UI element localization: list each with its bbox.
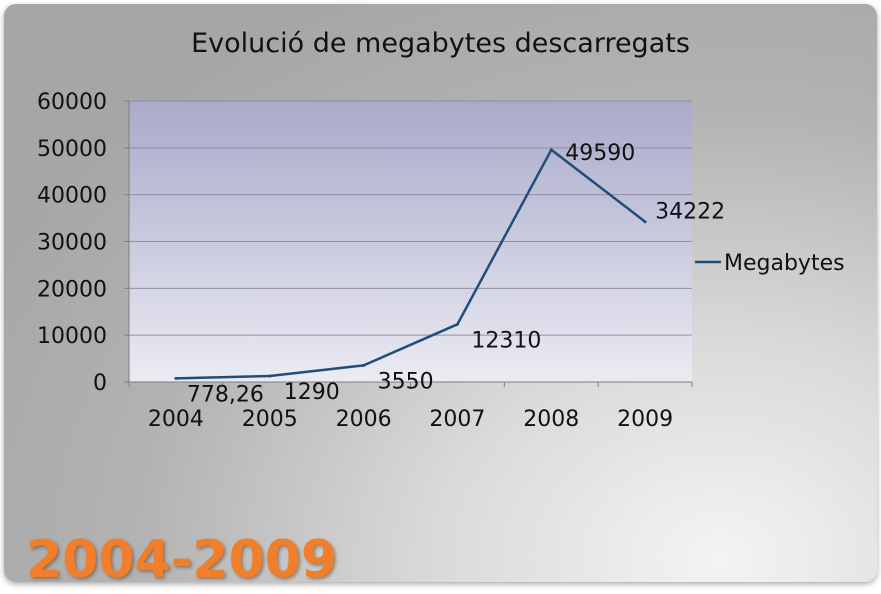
line-chart: 0 10000 20000 30000 40000 50000 60000 2004 2005 2…	[37, 90, 845, 432]
data-label: 12310	[471, 328, 541, 353]
data-point	[549, 148, 553, 152]
data-point	[268, 374, 272, 378]
data-point	[455, 322, 459, 326]
slide: Evolució de megabytes descarregats 0 1000…	[4, 4, 877, 582]
y-tick-label: 30000	[37, 231, 107, 256]
x-tick-label: 2008	[523, 407, 579, 432]
period-label: 2004-2009	[26, 530, 338, 582]
x-tick-label: 2006	[336, 407, 392, 432]
legend-label: Megabytes	[724, 251, 845, 276]
x-tick-label: 2009	[617, 407, 673, 432]
data-label: 49590	[565, 141, 635, 166]
y-tick-label: 60000	[37, 90, 107, 115]
y-tick-label: 50000	[37, 137, 107, 162]
data-point	[174, 376, 178, 380]
y-tick-label: 0	[93, 371, 107, 396]
data-point	[643, 220, 647, 224]
x-tick-label: 2004	[148, 407, 204, 432]
series-line-megabytes	[175, 148, 646, 380]
y-tick-label: 10000	[37, 324, 107, 349]
data-label: 34222	[655, 200, 725, 225]
x-tick-label: 2007	[429, 407, 485, 432]
data-point	[362, 363, 366, 367]
y-tick-label: 20000	[37, 277, 107, 302]
y-tick-label: 40000	[37, 184, 107, 209]
data-label: 778,26	[187, 382, 264, 407]
data-label: 1290	[284, 380, 340, 405]
chart-title: Evolució de megabytes descarregats	[191, 28, 690, 59]
data-label: 3550	[378, 369, 434, 394]
x-tick-label: 2005	[242, 407, 298, 432]
